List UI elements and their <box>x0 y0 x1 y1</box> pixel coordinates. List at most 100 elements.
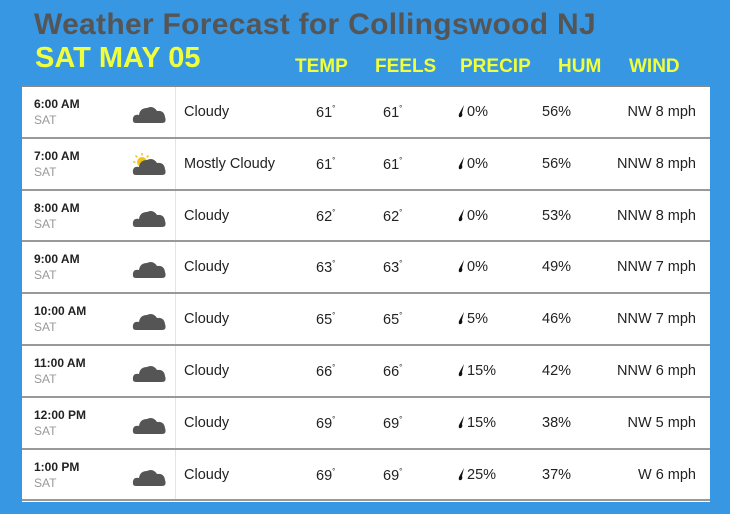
row-condition: Cloudy <box>184 414 230 431</box>
row-time: 12:00 PM <box>34 407 87 422</box>
row-temp: 61° <box>316 104 336 121</box>
row-wind: NNW 7 mph <box>617 259 696 276</box>
table-row: 8:00 AM SAT Cloudy 62° 62° 0% 53% NNW 8 … <box>22 190 710 243</box>
row-temp: 63° <box>316 259 336 277</box>
forecast-table: 6:00 AM SAT Cloudy 61° 61° 0% 56% NW 8 m… <box>22 85 710 502</box>
header-temp: TEMP <box>295 56 348 77</box>
row-humidity: 56% <box>542 155 572 172</box>
raindrop-icon <box>458 467 464 480</box>
cloud-icon <box>132 417 166 434</box>
header-hum: HUM <box>558 56 602 77</box>
table-row: 9:00 AM SAT Cloudy 63° 63° 0% 49% NNW 7 … <box>22 242 710 295</box>
table-row: 7:00 AM SAT Mostly Cloudy 61° 61° 0% 56%… <box>22 138 710 191</box>
table-row: 1:00 PM SAT Cloudy 69° 69° 25% 37% W 6 m… <box>22 449 710 502</box>
row-wind: NW 5 mph <box>627 414 697 431</box>
row-precip: 0% <box>458 104 488 120</box>
row-precip: 5% <box>458 311 488 327</box>
row-time: 11:00 AM <box>34 355 86 370</box>
forecast-date: SAT MAY 05 <box>35 42 201 74</box>
row-feels: 62° <box>383 207 403 225</box>
cloud-icon <box>132 210 166 227</box>
table-row: 6:00 AM SAT Cloudy 61° 61° 0% 56% NW 8 m… <box>22 87 710 139</box>
row-wind: NNW 8 mph <box>617 207 696 224</box>
row-feels: 66° <box>383 362 403 380</box>
header-feels: FEELS <box>375 56 437 77</box>
cloud-icon <box>132 314 166 331</box>
row-humidity: 46% <box>542 311 572 328</box>
row-time: 10:00 AM <box>34 304 87 319</box>
row-day: SAT <box>34 423 57 438</box>
row-wind: NNW 8 mph <box>617 155 696 172</box>
raindrop-icon <box>458 105 464 118</box>
cloud-icon <box>132 262 166 279</box>
header-precip: PRECIP <box>460 56 531 77</box>
row-day: SAT <box>34 113 57 127</box>
row-time: 8:00 AM <box>34 200 80 215</box>
column-divider <box>175 242 176 293</box>
row-feels: 69° <box>383 414 403 432</box>
cloud-icon <box>132 107 166 123</box>
column-divider <box>175 138 176 189</box>
row-day: SAT <box>34 320 57 335</box>
table-row: 11:00 AM SAT Cloudy 66° 66° 15% 42% NNW … <box>22 345 710 398</box>
column-divider <box>175 190 176 241</box>
raindrop-icon <box>458 156 464 169</box>
row-precip: 0% <box>458 259 488 275</box>
row-precip: 15% <box>458 415 496 431</box>
raindrop-icon <box>458 260 464 273</box>
row-precip: 0% <box>458 156 488 172</box>
header-wind: WIND <box>629 56 680 77</box>
row-precip: 15% <box>458 363 496 379</box>
row-temp: 69° <box>316 414 336 432</box>
row-temp: 66° <box>316 362 336 380</box>
cloud-icon <box>132 365 166 382</box>
row-wind: W 6 mph <box>637 466 696 483</box>
row-condition: Cloudy <box>184 311 230 328</box>
row-humidity: 37% <box>542 466 572 483</box>
raindrop-icon <box>458 312 464 325</box>
row-feels: 61° <box>383 104 403 121</box>
row-day: SAT <box>34 216 57 231</box>
row-feels: 69° <box>383 466 403 484</box>
row-condition: Cloudy <box>184 466 230 483</box>
row-humidity: 38% <box>542 414 572 431</box>
row-condition: Cloudy <box>184 362 230 379</box>
row-condition: Cloudy <box>184 259 230 276</box>
row-day: SAT <box>34 371 57 386</box>
row-time: 9:00 AM <box>34 252 80 267</box>
raindrop-icon <box>458 363 464 377</box>
row-humidity: 53% <box>542 207 572 224</box>
row-temp: 69° <box>316 466 336 484</box>
row-feels: 61° <box>383 155 403 173</box>
column-divider <box>175 345 176 396</box>
row-feels: 65° <box>383 311 403 329</box>
table-row: 12:00 PM SAT Cloudy 69° 69° 15% 38% NW 5… <box>22 397 710 450</box>
column-divider <box>175 294 176 344</box>
row-humidity: 42% <box>542 362 572 379</box>
table-row: 10:00 AM SAT Cloudy 65° 65° 5% 46% NNW 7… <box>22 294 710 346</box>
row-condition: Mostly Cloudy <box>184 155 276 172</box>
column-divider <box>175 397 176 448</box>
cloud-icon <box>132 469 166 486</box>
row-day: SAT <box>34 475 57 490</box>
row-wind: NW 8 mph <box>627 104 697 120</box>
column-divider <box>175 87 176 137</box>
row-temp: 62° <box>316 207 336 225</box>
row-condition: Cloudy <box>184 207 230 224</box>
row-precip: 0% <box>458 208 488 224</box>
row-wind: NNW 7 mph <box>617 311 696 328</box>
row-time: 7:00 AM <box>34 148 80 163</box>
row-feels: 63° <box>383 259 403 277</box>
row-humidity: 56% <box>542 104 572 120</box>
partly-sunny-cloud-icon <box>132 152 166 175</box>
page-title: Weather Forecast for Collingswood NJ <box>34 8 596 41</box>
row-precip: 25% <box>458 467 496 483</box>
row-day: SAT <box>34 268 57 283</box>
raindrop-icon <box>458 208 464 221</box>
row-temp: 65° <box>316 311 336 329</box>
raindrop-icon <box>458 415 464 428</box>
row-time: 1:00 PM <box>34 459 80 474</box>
row-condition: Cloudy <box>184 104 230 120</box>
column-divider <box>175 449 176 500</box>
row-time: 6:00 AM <box>34 97 80 111</box>
